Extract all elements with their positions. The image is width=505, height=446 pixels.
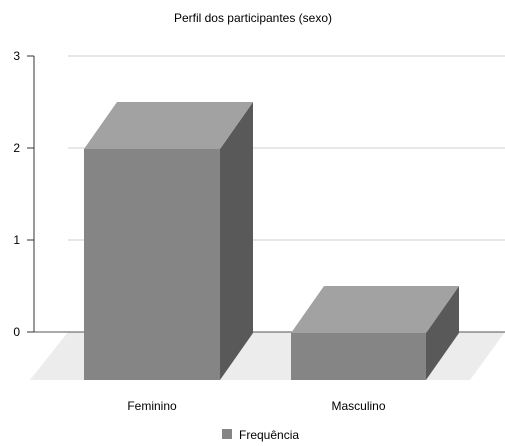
y-tick-label-1: 1 (13, 233, 20, 247)
bar-front-face (84, 149, 220, 380)
legend-swatch (222, 429, 232, 439)
y-tick-label-0: 0 (13, 325, 20, 339)
bars (84, 102, 459, 380)
bar-side-face (220, 102, 253, 380)
chart-title: Perfil dos participantes (sexo) (174, 11, 332, 25)
x-category-label-feminino: Feminino (127, 399, 177, 413)
y-tick-label-3: 3 (13, 49, 20, 63)
y-tick-label-2: 2 (13, 141, 20, 155)
bar-top-face (84, 102, 253, 149)
legend-label: Frequência (239, 428, 299, 442)
bar-feminino (84, 102, 253, 380)
legend: Frequência (222, 428, 299, 442)
x-category-label-masculino: Masculino (331, 399, 385, 413)
bar-side-face (426, 286, 459, 380)
bar-front-face (291, 333, 426, 380)
bar-masculino (291, 286, 459, 380)
bar-top-face (291, 286, 459, 333)
